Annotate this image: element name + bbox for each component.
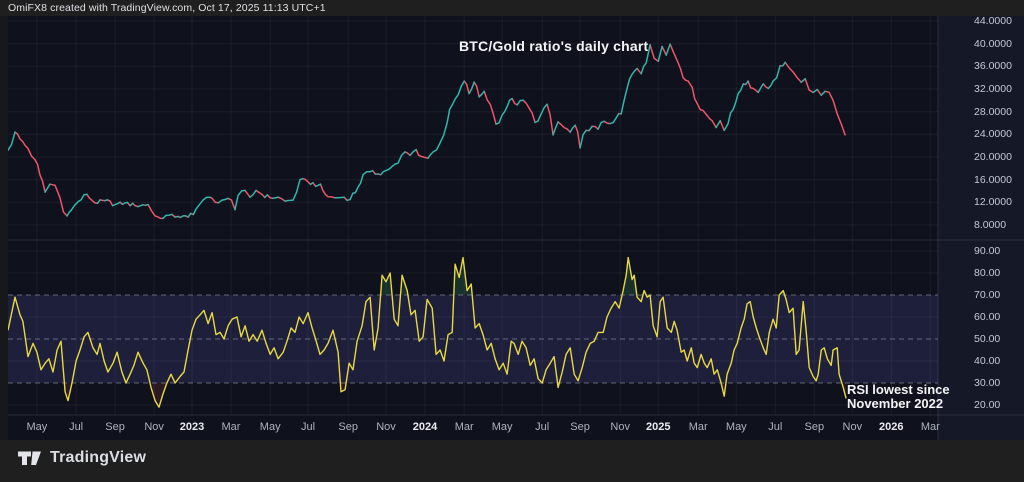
rsi-annotation-line1: RSI lowest since — [847, 382, 950, 397]
attribution-text: OmiFX8 created with TradingView.com, Oct… — [8, 2, 326, 14]
tradingview-brand-text: TradingView — [50, 449, 147, 466]
rsi-annotation: RSI lowest since November 2022 — [847, 383, 950, 411]
price-scale[interactable] — [938, 16, 1024, 240]
tradingview-logo-icon[interactable] — [18, 450, 42, 466]
time-axis[interactable] — [8, 415, 938, 440]
brand-bar: TradingView — [18, 449, 146, 467]
rsi-scale[interactable] — [938, 240, 1024, 415]
main-chart-annotation: BTC/Gold ratio's daily chart — [459, 38, 649, 54]
rsi-annotation-line2: November 2022 — [847, 396, 944, 411]
